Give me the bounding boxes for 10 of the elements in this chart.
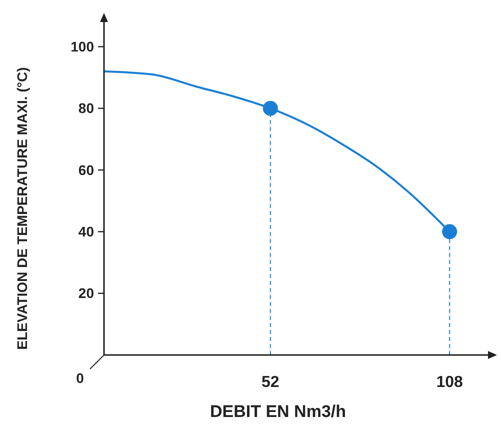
y-tick-label: 80 [78,100,94,116]
y-axis-title: ELEVATION DE TEMPERATURE MAXI. (°C) [14,67,30,350]
y-tick-label: 60 [78,162,94,178]
y-tick-label: 20 [78,285,94,302]
y-tick-label: 40 [78,224,94,240]
y-tick-label: 100 [70,38,94,55]
x-tick-label: 52 [262,374,280,391]
x-axis-title: DEBIT EN Nm3/h [210,402,346,421]
text: 0 [76,370,84,386]
x-tick-label: 108 [436,374,464,391]
